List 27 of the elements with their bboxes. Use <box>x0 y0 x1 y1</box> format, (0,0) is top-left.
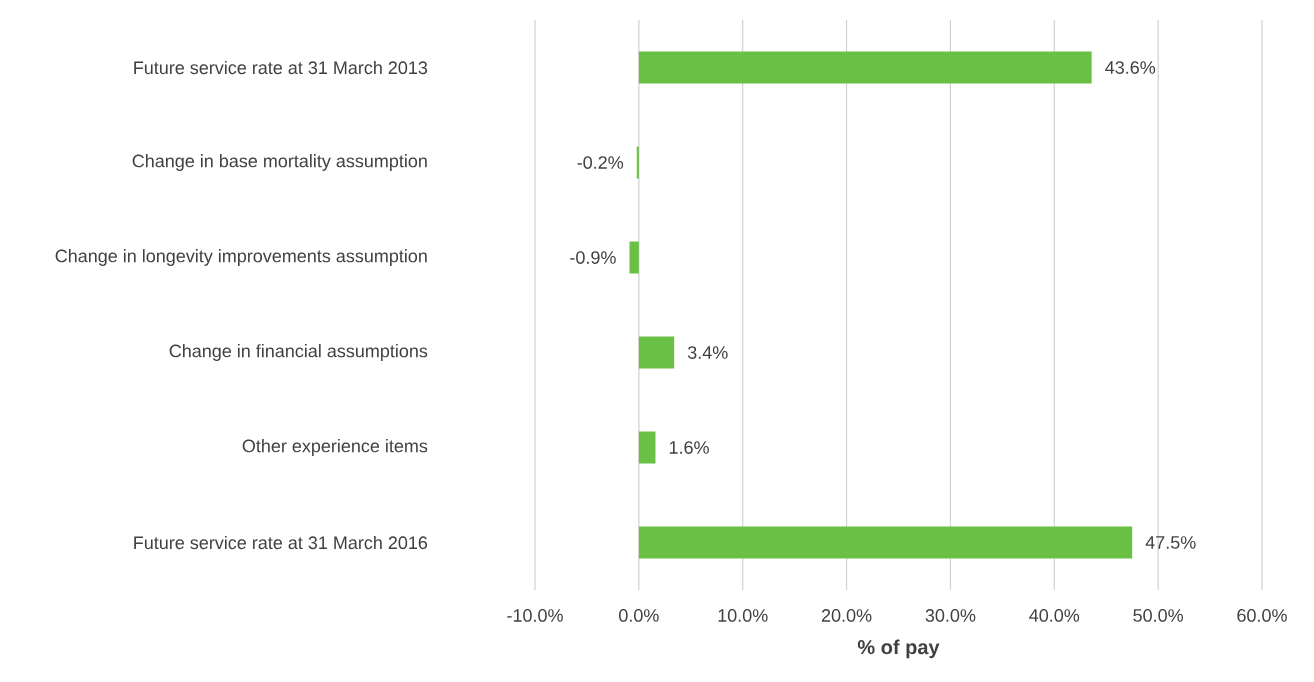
data-label: 1.6% <box>669 441 709 454</box>
x-tick-label: -10.0% <box>507 609 563 622</box>
y-tick-label: Future service rate at 31 March 2016 <box>134 535 428 550</box>
data-label: 43.6% <box>1105 61 1156 74</box>
y-tick-label: Future service rate at 31 March 2013 <box>134 60 428 75</box>
x-tick-label: 50.0% <box>1133 609 1183 622</box>
bar <box>636 146 639 179</box>
x-tick-label: 0.0% <box>619 609 659 622</box>
x-tick-label: 20.0% <box>821 609 872 622</box>
y-tick-label: Other experience items <box>242 439 428 456</box>
x-tick-label: 40.0% <box>1029 609 1080 622</box>
x-tick-label: 10.0% <box>718 609 768 622</box>
y-tick-label: Change in base mortality assumption <box>132 154 427 171</box>
bar <box>638 431 656 464</box>
bar <box>638 336 675 369</box>
y-tick-label: Change in financial assumptions <box>169 344 428 361</box>
x-tick-label: 60.0% <box>1237 609 1287 622</box>
bar <box>629 241 639 274</box>
data-label: 3.4% <box>687 346 728 359</box>
data-label: 47.5% <box>1145 536 1196 549</box>
x-axis-title: % of pay <box>857 639 940 659</box>
bar <box>638 51 1092 84</box>
x-tick-label: 30.0% <box>925 609 976 622</box>
y-tick-label: Change in longevity improvements assumption <box>55 249 427 266</box>
bar <box>638 526 1133 559</box>
data-label: -0.2% <box>577 156 624 169</box>
data-label: -0.9% <box>570 251 616 264</box>
